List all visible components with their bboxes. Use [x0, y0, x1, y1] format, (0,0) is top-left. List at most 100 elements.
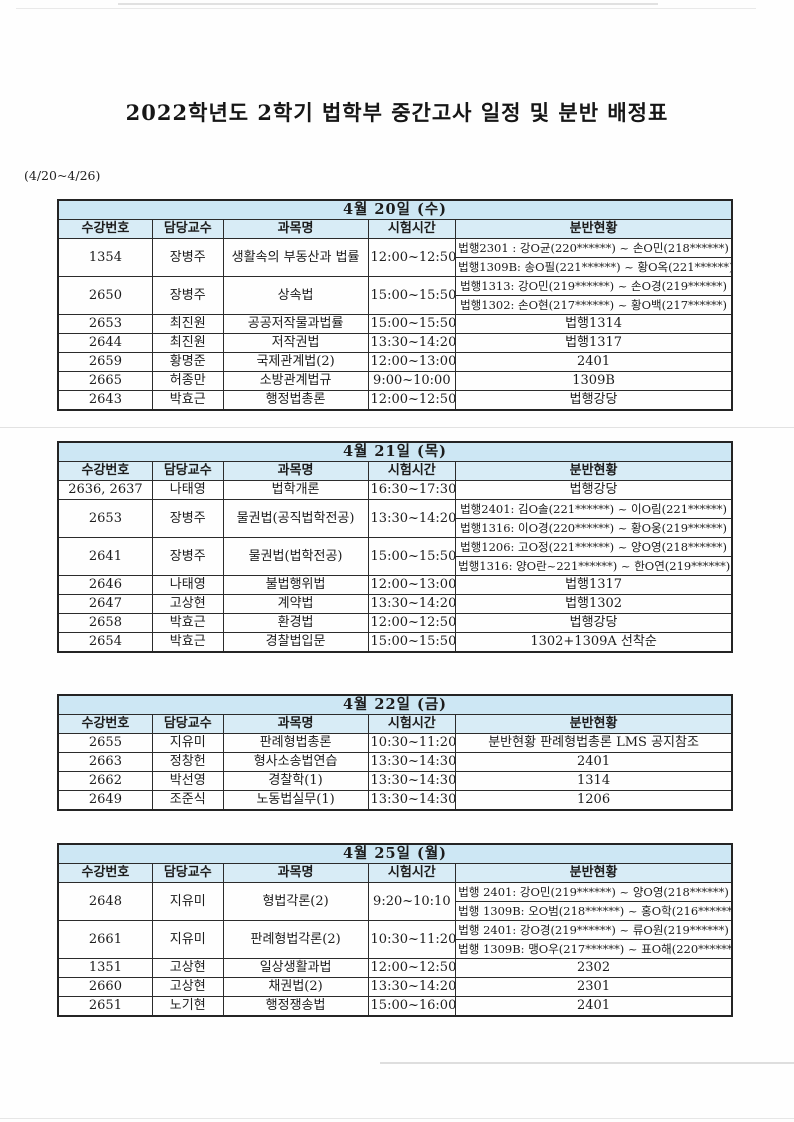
cell-time: 13:30~14:20 [367, 333, 457, 353]
cell-section: 법행 2401: 강O민(219******) ~ 양O영(218******) [455, 882, 733, 902]
table-row: 2648 지유미 형법각론(2) 9:20~10:10 법행 2401: 강O민(219… [57, 882, 733, 921]
cell-time: 13:30~14:30 [367, 771, 457, 791]
cell-prof: 박효근 [151, 632, 224, 653]
cell-prof: 박효근 [151, 390, 224, 411]
cell-prof: 고상현 [151, 977, 224, 997]
table-row: 2665 허종만 소방관계법규 9:00~10:00 1309B [57, 371, 733, 391]
column-header: 분반현황 [455, 863, 733, 883]
cell-subj: 소방관계법규 [222, 371, 369, 391]
column-header-row: 수강번호 담당교수 과목명 시험시간 분반현황 [57, 461, 733, 481]
cell-section: 2401 [455, 352, 733, 372]
column-header-row: 수강번호 담당교수 과목명 시험시간 분반현황 [57, 219, 733, 239]
cell-prof: 장병주 [151, 276, 224, 315]
cell-no: 1354 [57, 238, 153, 277]
cell-prof: 나태영 [151, 480, 224, 500]
cell-section: 법행1302: 손O현(217******) ~ 황O백(217******) [455, 295, 733, 315]
table-row: 2646 나태영 불법행위법 12:00~13:00 법행1317 [57, 575, 733, 595]
cell-prof: 최진원 [151, 314, 224, 334]
cell-no: 2655 [57, 733, 153, 753]
cell-no: 2662 [57, 771, 153, 791]
cell-section: 법행1317 [455, 333, 733, 353]
table-row: 2653 최진원 공공저작물과법률 15:00~15:50 법행1314 [57, 314, 733, 334]
cell-prof: 장병주 [151, 499, 224, 538]
cell-section: 법행1313: 강O민(219******) ~ 손O경(219******) [455, 276, 733, 296]
column-header: 담당교수 [151, 461, 224, 481]
table-row: 2659 황명준 국제관계법(2) 12:00~13:00 2401 [57, 352, 733, 372]
cell-time: 12:00~12:50 [367, 238, 457, 277]
cell-section: 법행1316: 이O경(220******) ~ 황O웅(219******) [455, 518, 733, 538]
table-row: 2647 고상현 계약법 13:30~14:20 법행1302 [57, 594, 733, 614]
table-row: 2660 고상현 채권법(2) 13:30~14:20 2301 [57, 977, 733, 997]
cell-time: 12:00~12:50 [367, 613, 457, 633]
exam-table-1: 4월 20일 (수) 수강번호 담당교수 과목명 시험시간 분반현황 1354 장병주 생활속의… [57, 199, 733, 411]
cell-no: 2643 [57, 390, 153, 411]
cell-subj: 물권법(공직법학전공) [222, 499, 369, 538]
cell-prof: 황명준 [151, 352, 224, 372]
cell-prof: 고상현 [151, 958, 224, 978]
cell-subj: 불법행위법 [222, 575, 369, 595]
cell-subj: 생활속의 부동산과 법률 [222, 238, 369, 277]
cell-section: 2401 [455, 752, 733, 772]
cell-subj: 형법각론(2) [222, 882, 369, 921]
cell-no: 2649 [57, 790, 153, 811]
cell-no: 2658 [57, 613, 153, 633]
cell-prof: 고상현 [151, 594, 224, 614]
exam-table-4: 4월 25일 (월) 수강번호 담당교수 과목명 시험시간 분반현황 2648 지유미 형법각론… [57, 843, 733, 1017]
date-header-row: 4월 25일 (월) [57, 843, 733, 864]
cell-no: 2636, 2637 [57, 480, 153, 500]
table-row: 1354 장병주 생활속의 부동산과 법률 12:00~12:50 법행2301 : 강… [57, 238, 733, 277]
cell-section: 법행강당 [455, 390, 733, 411]
cell-time: 13:30~14:30 [367, 752, 457, 772]
column-header: 수강번호 [57, 863, 153, 883]
column-header: 분반현황 [455, 714, 733, 734]
cell-no: 2654 [57, 632, 153, 653]
cell-time: 9:00~10:00 [367, 371, 457, 391]
table-subrow: 법행1302: 손O현(217******) ~ 황O백(217******) [58, 295, 733, 315]
table-row: 1351 고상현 일상생활과법 12:00~12:50 2302 [57, 958, 733, 978]
table-row: 2651 노기현 행정쟁송법 15:00~16:00 2401 [57, 996, 733, 1017]
table-subrow: 법행1316: 이O경(220******) ~ 황O웅(219******) [58, 518, 733, 538]
cell-prof: 정창헌 [151, 752, 224, 772]
column-header: 시험시간 [367, 863, 457, 883]
cell-section: 1302+1309A 선착순 [455, 632, 733, 653]
cell-no: 2644 [57, 333, 153, 353]
date-header: 4월 22일 (금) [57, 694, 733, 715]
column-header: 분반현황 [455, 461, 733, 481]
cell-prof: 허종만 [151, 371, 224, 391]
cell-section: 법행 2401: 강O경(219******) ~ 류O원(219******) [455, 920, 733, 940]
column-header: 수강번호 [57, 461, 153, 481]
column-header: 시험시간 [367, 714, 457, 734]
scan-artifact [0, 1118, 794, 1119]
cell-subj: 법학개론 [222, 480, 369, 500]
cell-section: 법행1314 [455, 314, 733, 334]
cell-subj: 노동법실무(1) [222, 790, 369, 811]
cell-no: 2661 [57, 920, 153, 959]
cell-no: 2648 [57, 882, 153, 921]
cell-section: 2301 [455, 977, 733, 997]
cell-time: 9:20~10:10 [367, 882, 457, 921]
cell-section: 법행1206: 고O정(221******) ~ 양O영(218******) [455, 537, 733, 557]
cell-no: 2641 [57, 537, 153, 576]
cell-no: 2647 [57, 594, 153, 614]
cell-no: 2660 [57, 977, 153, 997]
scan-artifact [16, 8, 756, 9]
cell-subj: 환경법 [222, 613, 369, 633]
cell-time: 12:00~12:50 [367, 390, 457, 411]
cell-time: 13:30~14:20 [367, 594, 457, 614]
cell-subj: 판례형법총론 [222, 733, 369, 753]
cell-prof: 지유미 [151, 733, 224, 753]
cell-no: 2653 [57, 499, 153, 538]
cell-prof: 지유미 [151, 882, 224, 921]
column-header-row: 수강번호 담당교수 과목명 시험시간 분반현황 [57, 863, 733, 883]
cell-section: 법행강당 [455, 613, 733, 633]
cell-subj: 경찰법입문 [222, 632, 369, 653]
cell-no: 2659 [57, 352, 153, 372]
table-row: 2654 박효근 경찰법입문 15:00~15:50 1302+1309A 선착순 [57, 632, 733, 653]
table-row: 2663 정창헌 형사소송법연습 13:30~14:30 2401 [57, 752, 733, 772]
table-row: 2650 장병주 상속법 15:00~15:50 법행1313: 강O민(219****… [57, 276, 733, 315]
table-row: 2658 박효근 환경법 12:00~12:50 법행강당 [57, 613, 733, 633]
date-header: 4월 20일 (수) [57, 199, 733, 220]
column-header: 과목명 [222, 863, 369, 883]
column-header: 담당교수 [151, 863, 224, 883]
